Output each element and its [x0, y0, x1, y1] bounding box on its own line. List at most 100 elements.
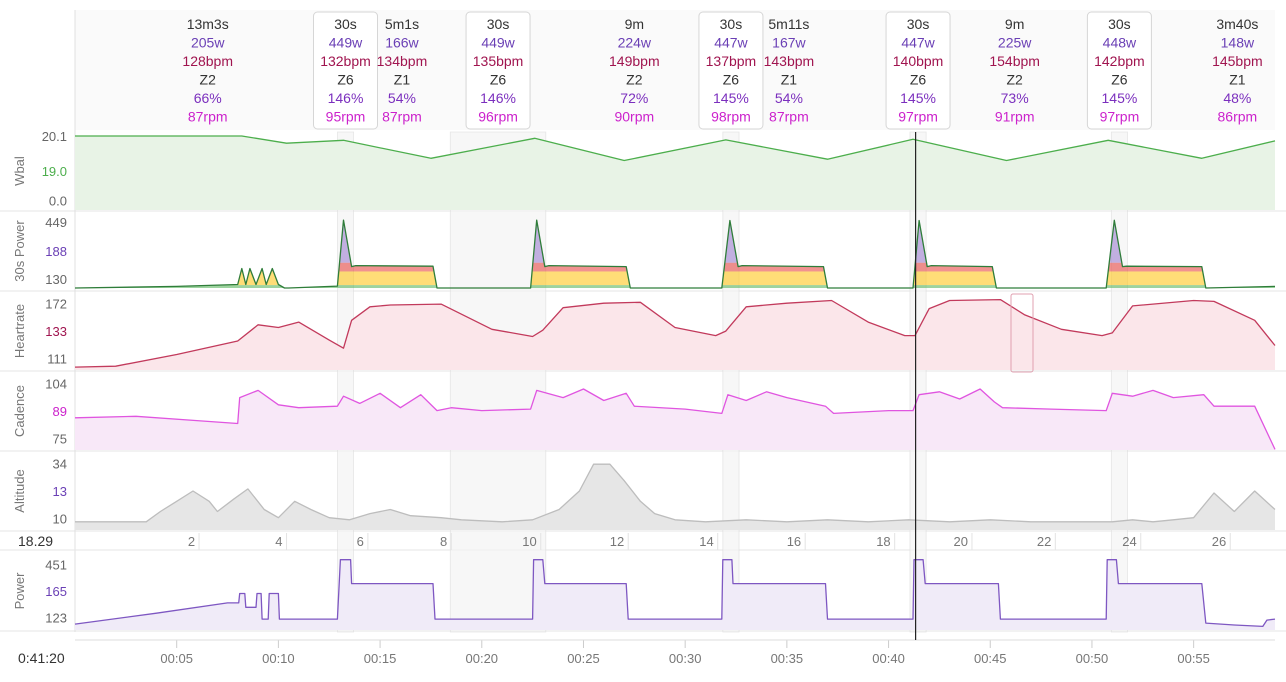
time-tick-label-11: 00:55 [1177, 651, 1210, 666]
power30-cursor-value: 188 [45, 244, 67, 259]
interval-zone: Z6 [1111, 72, 1128, 88]
interval-rpm: 90rpm [614, 109, 654, 125]
interval-watts: 205w [191, 35, 225, 51]
interval-watts: 166w [385, 35, 419, 51]
wbal-axis-label: Wbal [12, 156, 27, 186]
wbal-area [75, 136, 1275, 210]
interval-rpm: 96rpm [478, 109, 518, 125]
distance-tick-label-7: 14 [699, 534, 713, 549]
interval-pct: 72% [620, 90, 648, 106]
interval-pct: 145% [1102, 90, 1138, 106]
distance-tick-label-2: 4 [275, 534, 282, 549]
interval-rpm: 87rpm [382, 109, 422, 125]
power-tick-max: 451 [45, 557, 67, 572]
distance-readout: 18.29 [18, 533, 53, 549]
interval-dur: 30s [907, 16, 930, 32]
interval-dur: 30s [487, 16, 510, 32]
power30-line [74, 219, 1276, 289]
interval-zone: Z1 [394, 72, 411, 88]
interval-bands [337, 131, 1128, 633]
interval-summary-4[interactable]: 30s 449w 135bpm Z6 146% 96rpm [465, 11, 531, 130]
interval-summary-8[interactable]: 30s 447w 140bpm Z6 145% 97rpm [885, 11, 951, 130]
interval-dur: 5m1s [385, 16, 419, 32]
interval-watts: 167w [772, 35, 806, 51]
interval-rpm: 91rpm [995, 109, 1035, 125]
interval-summary-10[interactable]: 30s 448w 142bpm Z6 145% 97rpm [1086, 11, 1152, 130]
interval-zone: Z1 [1229, 72, 1246, 88]
wbal-cursor-value: 19.0 [42, 164, 67, 179]
distance-tick-label-12: 24 [1122, 534, 1136, 549]
interval-pct: 66% [194, 90, 222, 106]
power30-tick-max: 449 [45, 215, 67, 230]
interval-dur: 30s [720, 16, 743, 32]
power30-tick-min: 130 [45, 272, 67, 287]
interval-dur: 30s [334, 16, 357, 32]
interval-pct: 146% [480, 90, 516, 106]
interval-hr: 149bpm [609, 53, 660, 69]
time-readout: 0:41:20 [18, 650, 65, 666]
interval-hr: 145bpm [1212, 53, 1263, 69]
power-tick-min: 123 [45, 611, 67, 626]
interval-watts: 448w [1103, 35, 1137, 51]
interval-summary-3[interactable]: 5m1s 166w 134bpm Z1 54% 87rpm [377, 16, 428, 125]
interval-zone: Z2 [1006, 72, 1023, 88]
time-tick-label-9: 00:45 [974, 651, 1007, 666]
interval-dur: 30s [1108, 16, 1131, 32]
interval-summary-box [1086, 11, 1152, 130]
altitude-area [75, 464, 1275, 530]
interval-summary-11[interactable]: 3m40s 148w 145bpm Z1 48% 86rpm [1212, 16, 1263, 125]
time-tick-label-1: 00:05 [160, 651, 193, 666]
power30-panel-background [75, 212, 1275, 290]
interval-hr: 134bpm [377, 53, 428, 69]
interval-summary-7[interactable]: 5m11s 167w 143bpm Z1 54% 87rpm [764, 16, 815, 125]
interval-rpm: 95rpm [326, 109, 366, 125]
heartrate-hover-marker[interactable] [1010, 293, 1034, 373]
distance-tick-label-4: 8 [440, 534, 447, 549]
wbal-tick-max: 20.1 [42, 129, 67, 144]
interval-hr: 128bpm [182, 53, 233, 69]
heartrate-area [75, 299, 1275, 370]
interval-summary-box [698, 11, 764, 130]
interval-rpm: 98rpm [711, 109, 751, 125]
power-line [74, 559, 1276, 628]
heartrate-line [74, 298, 1276, 368]
distance-tick-label-6: 12 [610, 534, 624, 549]
interval-band-4[interactable] [449, 131, 547, 633]
distance-tick-label-5: 10 [522, 534, 536, 549]
interval-hr: 140bpm [893, 53, 944, 69]
time-tick-label-6: 00:30 [669, 651, 702, 666]
interval-pct: 54% [775, 90, 803, 106]
interval-watts: 449w [481, 35, 515, 51]
interval-pct: 54% [388, 90, 416, 106]
interval-hr: 143bpm [764, 53, 815, 69]
interval-summary-box [313, 11, 379, 130]
altitude-axis-label: Altitude [12, 469, 27, 512]
interval-zone: Z6 [723, 72, 740, 88]
time-tick-label-5: 00:25 [567, 651, 600, 666]
interval-rpm: 87rpm [769, 109, 809, 125]
interval-rpm: 97rpm [1100, 109, 1140, 125]
interval-dur: 5m11s [768, 16, 809, 32]
interval-summary-5[interactable]: 9m 224w 149bpm Z2 72% 90rpm [609, 16, 660, 125]
interval-pct: 73% [1001, 90, 1029, 106]
interval-summary-box [885, 11, 951, 130]
interval-hr: 132bpm [320, 53, 371, 69]
cadence-tick-max: 104 [45, 377, 67, 392]
interval-summary-2[interactable]: 30s 449w 132bpm Z6 146% 95rpm [313, 11, 379, 130]
time-tick-label-4: 00:20 [466, 651, 499, 666]
interval-summary-9[interactable]: 9m 225w 154bpm Z2 73% 91rpm [989, 16, 1040, 125]
interval-watts: 447w [714, 35, 748, 51]
cadence-cursor-value: 89 [53, 404, 67, 419]
interval-summary-1[interactable]: 13m3s 205w 128bpm Z2 66% 87rpm [182, 16, 233, 125]
interval-pct: 48% [1223, 90, 1251, 106]
interval-zone: Z2 [626, 72, 643, 88]
interval-dur: 13m3s [187, 16, 229, 32]
interval-watts: 224w [618, 35, 652, 51]
interval-watts: 148w [1221, 35, 1255, 51]
heartrate-tick-min: 111 [47, 351, 67, 366]
altitude-line [75, 463, 1276, 523]
distance-tick-label-3: 6 [357, 534, 364, 549]
interval-summary-6[interactable]: 30s 447w 137bpm Z6 145% 98rpm [698, 11, 764, 130]
